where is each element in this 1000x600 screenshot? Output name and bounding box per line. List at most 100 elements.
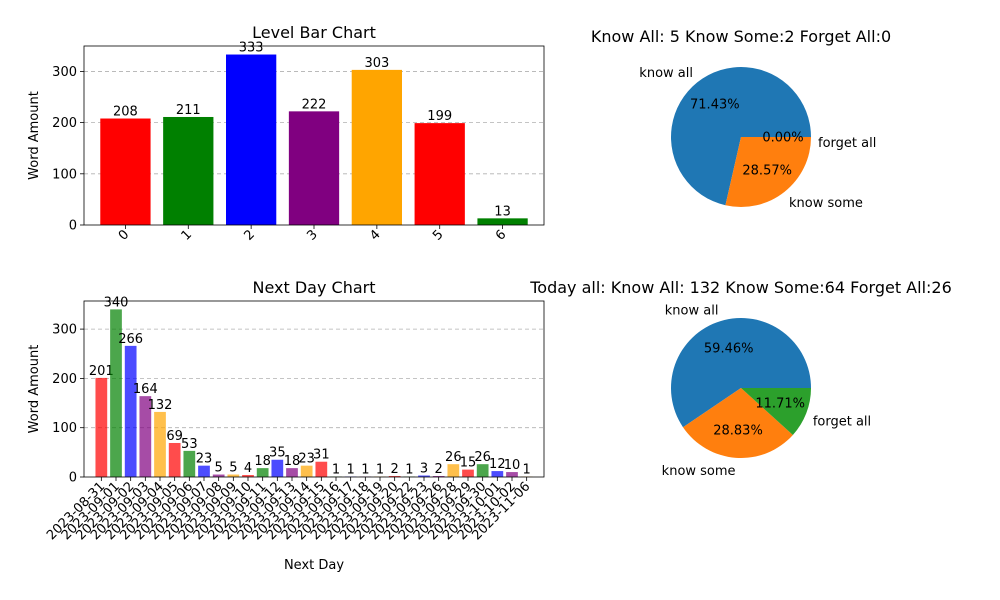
pie-percent-label: 0.00% [762,131,803,146]
bar [414,123,465,225]
bar [506,472,518,477]
x-axis-label: Next Day [284,558,344,573]
data-label: 201 [89,364,114,379]
pie-percent-label: 71.43% [690,98,740,113]
bar [491,471,504,477]
data-label: 26 [474,450,491,465]
data-label: 23 [196,452,213,467]
y-tick-label: 300 [52,65,77,80]
pie-category-label: forget all [818,136,876,151]
pie-category-label: know some [789,196,863,211]
bar [198,465,210,477]
bar [418,475,430,477]
data-label: 4 [244,461,252,476]
bar [163,116,214,225]
data-label: 69 [166,429,183,444]
data-label: 23 [298,452,315,467]
x-tick-label: 1 [179,227,195,243]
x-tick-label: 4 [367,227,383,243]
bar [110,309,122,477]
pie-category-label: know some [662,464,736,479]
pie-percent-label: 28.57% [742,163,792,178]
pie-category-label: know all [639,66,693,81]
bar [447,464,460,477]
data-label: 1 [347,463,355,478]
data-label: 211 [176,103,201,118]
data-label: 266 [118,332,143,347]
data-label: 15 [460,456,477,471]
bar [300,465,313,477]
data-label: 303 [364,56,389,71]
bar [124,345,137,477]
today-pie-chart: 59.46% know all 28.83% know some 11.71% forge… [529,278,952,479]
data-label: 2 [435,462,443,477]
axes-frame [83,300,545,478]
bar [477,218,528,225]
pie-slice [683,388,793,458]
data-label: 1 [405,463,413,478]
y-axis-label: Word Amount [27,345,42,434]
y-tick-label: 0 [69,219,77,234]
chart-title: Know All: 5 Know Some:2 Forget All:0 [591,27,891,46]
pie-category-label: know all [665,303,719,318]
x-tick-label: 0 [116,227,132,243]
knowledge-pie-chart: 71.43% know all 28.57% know some 0.00% forget… [591,27,891,211]
data-label: 1 [332,463,340,478]
bar [242,475,254,477]
data-label: 208 [113,105,138,120]
x-tick-label: 5 [430,227,446,243]
level-bar-chart: 208 211 333 222 303 199 13 0 100 200 300 0 1 2 3 4 5 6 Lev… [27,23,545,244]
pie-percent-label: 28.83% [713,423,763,438]
data-label: 333 [239,41,264,56]
bar [286,468,298,477]
y-tick-label: 200 [52,116,77,131]
bar [476,464,489,477]
bar [271,459,284,477]
data-label: 53 [181,437,198,452]
bar [139,396,152,477]
bar [154,411,166,477]
chart-title: Level Bar Chart [252,23,376,42]
data-label: 5 [215,461,223,476]
pie-slice [670,317,811,428]
data-label: 10 [504,458,521,473]
data-label: 18 [284,454,301,469]
data-label: 5 [229,461,237,476]
y-tick-label: 300 [52,323,77,338]
data-label: 2 [391,462,399,477]
bar [432,476,445,477]
data-label: 1 [361,463,369,478]
data-label: 222 [302,97,327,112]
data-label: 31 [313,448,330,463]
data-label: 13 [494,204,511,219]
bar [227,474,240,477]
bar [168,442,181,477]
bar [212,474,225,477]
data-label: 340 [104,295,129,310]
y-tick-label: 0 [69,471,77,486]
y-axis-label: Word Amount [27,91,42,180]
data-label: 1 [376,463,384,478]
data-label: 1 [523,463,531,478]
bar [256,468,269,477]
x-tick-label: 6 [493,227,509,243]
data-label: 26 [445,450,462,465]
bar [388,476,401,477]
data-label: 164 [133,382,158,397]
bar [351,69,402,226]
pie-percent-label: 11.71% [755,397,805,412]
x-tick-label: 2 [242,227,258,243]
pie-slice [725,137,811,207]
chart-title: Today all: Know All: 132 Know Some:64 Fo… [529,278,952,297]
pie-percent-label: 59.46% [704,341,754,356]
bar [183,450,196,477]
bar [315,461,328,477]
bar [462,469,474,477]
bar [288,111,340,225]
data-label: 35 [269,446,286,461]
bar [95,377,108,477]
pie-slice [741,388,811,435]
y-tick-label: 200 [52,372,77,387]
